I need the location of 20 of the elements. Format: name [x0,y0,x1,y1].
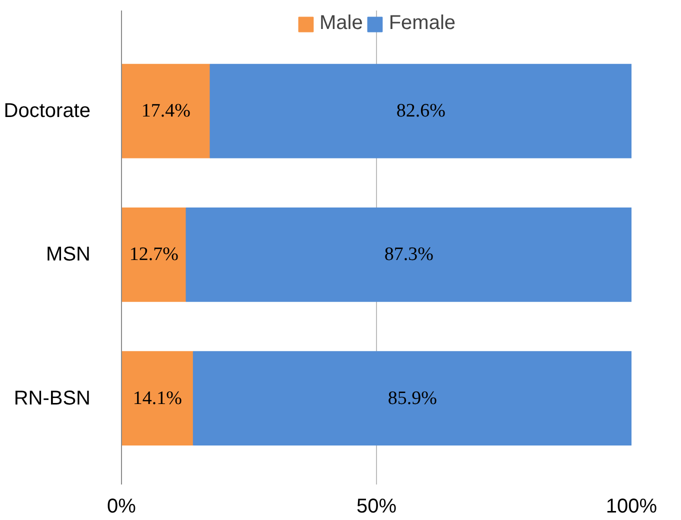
data-label: 14.1% [132,388,182,409]
legend-label: Male [319,12,363,35]
data-label: 87.3% [384,244,434,266]
y-tick-label: Doctorate [4,100,91,122]
y-tick-label: RN-BSN [14,387,90,410]
bar [122,208,187,302]
data-label: 12.7% [129,244,179,266]
bar [122,64,211,158]
x-tick-label: 100% [606,496,658,518]
bar [192,351,632,446]
bar [186,208,632,302]
bar [210,64,632,158]
x-tick-label: 50% [356,496,397,518]
data-label: 82.6% [396,100,446,122]
data-label: 17.4% [141,100,191,122]
x-tick-label: 0% [107,496,136,518]
bar [122,351,194,446]
data-label: 85.9% [388,388,438,409]
y-tick-label: MSN [46,244,91,266]
legend-label: Female [388,12,456,35]
